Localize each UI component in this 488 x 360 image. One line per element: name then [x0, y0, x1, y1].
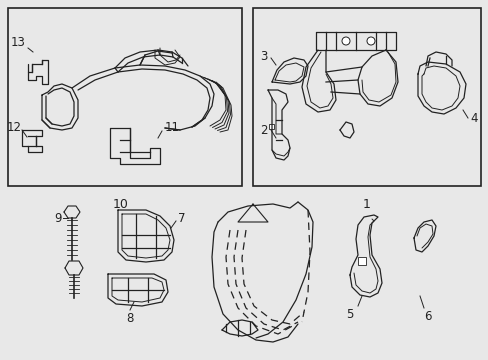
Circle shape [366, 37, 374, 45]
Text: 5: 5 [346, 308, 353, 321]
Bar [8, 8, 242, 186]
Circle shape [341, 37, 349, 45]
Text: 6: 6 [424, 310, 431, 323]
Bar [357, 257, 365, 265]
Text: 8: 8 [126, 312, 133, 325]
Text: 3: 3 [260, 50, 267, 63]
Bar [268, 124, 273, 129]
Text: 1: 1 [362, 198, 370, 211]
Text: 9: 9 [54, 212, 61, 225]
Text: 12: 12 [6, 121, 21, 134]
Text: 10: 10 [113, 198, 129, 211]
Text: 2: 2 [260, 123, 267, 136]
Text: 11: 11 [164, 121, 180, 134]
Text: 13: 13 [11, 36, 25, 49]
Text: 7: 7 [178, 212, 185, 225]
Text: 4: 4 [469, 112, 476, 125]
Bar [252, 8, 480, 186]
